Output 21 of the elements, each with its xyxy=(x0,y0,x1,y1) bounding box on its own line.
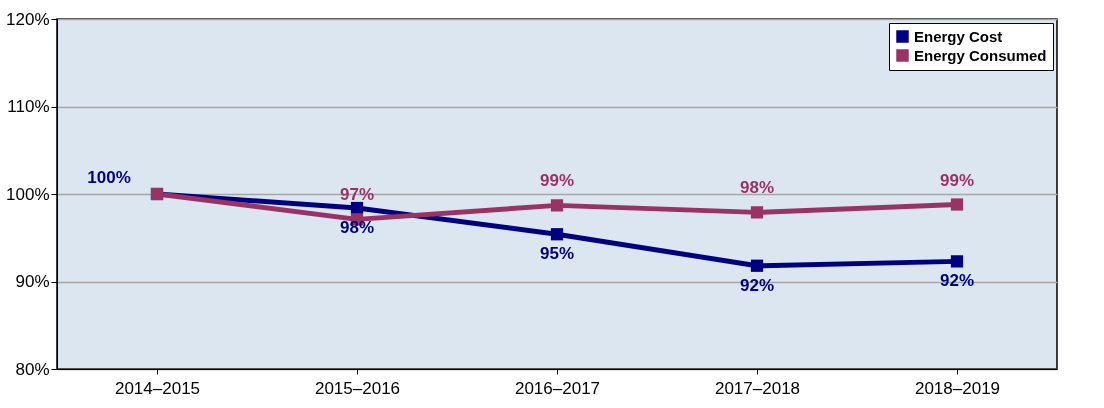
legend-label: Energy Consumed xyxy=(914,46,1047,64)
data-label: 98% xyxy=(339,218,375,237)
x-tick-label: 2016–2017 xyxy=(514,378,601,398)
y-tick-label: 110% xyxy=(7,97,50,116)
data-label: 95% xyxy=(539,244,575,264)
x-tick-label: 2017–2018 xyxy=(714,378,801,398)
legend-label: Energy Cost xyxy=(914,27,1003,45)
data-label: 98% xyxy=(739,178,775,198)
data-label: 99% xyxy=(539,171,575,191)
y-tick-label: 90% xyxy=(15,272,50,291)
data-label: 97% xyxy=(339,185,375,205)
data-label: 99% xyxy=(939,170,975,190)
x-tick-label: 2015–2016 xyxy=(314,378,401,398)
x-tick-label: 2018–2019 xyxy=(914,378,1001,398)
data-label: 92% xyxy=(739,275,775,295)
data-label: 92% xyxy=(939,271,975,291)
y-tick-label: 80% xyxy=(15,359,50,379)
x-tick-label: 2014–2015 xyxy=(114,378,201,398)
y-tick-label: 120% xyxy=(6,9,50,29)
data-label: 100% xyxy=(87,168,131,187)
y-tick-label: 100% xyxy=(6,184,50,204)
